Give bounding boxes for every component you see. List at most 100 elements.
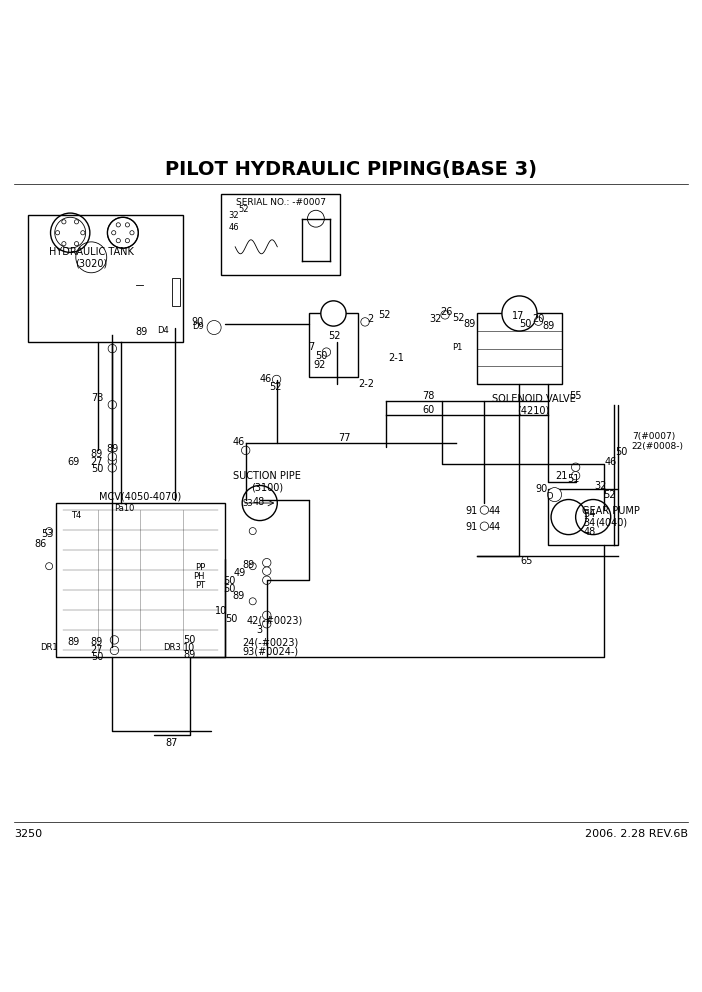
Text: 54: 54 xyxy=(583,509,596,519)
Bar xyxy=(477,313,562,384)
Text: SERIAL NO.: -#0007: SERIAL NO.: -#0007 xyxy=(236,198,326,207)
Text: 89: 89 xyxy=(232,591,245,601)
Text: 90: 90 xyxy=(192,316,204,327)
Text: 91: 91 xyxy=(465,522,477,532)
Text: 3: 3 xyxy=(257,625,263,635)
Text: 90: 90 xyxy=(536,484,548,494)
Circle shape xyxy=(263,611,271,620)
Text: 53: 53 xyxy=(41,529,53,539)
Text: SUCTION PIPE
(3100): SUCTION PIPE (3100) xyxy=(233,471,300,493)
Circle shape xyxy=(263,558,271,566)
Circle shape xyxy=(321,301,346,326)
Text: 21: 21 xyxy=(555,471,568,481)
Text: 52: 52 xyxy=(452,312,465,322)
Text: 7: 7 xyxy=(309,342,314,352)
Text: 3250: 3250 xyxy=(14,829,42,839)
Text: 42(-#0023): 42(-#0023) xyxy=(247,616,303,626)
Circle shape xyxy=(108,401,117,409)
Text: 65: 65 xyxy=(520,556,533,565)
Text: 2-1: 2-1 xyxy=(389,353,404,363)
Circle shape xyxy=(480,506,489,514)
Circle shape xyxy=(480,522,489,531)
Text: 50: 50 xyxy=(225,614,238,624)
Text: 86: 86 xyxy=(34,539,46,549)
Text: 10: 10 xyxy=(215,606,227,616)
Text: D: D xyxy=(545,491,552,501)
Text: 50: 50 xyxy=(615,446,628,456)
Bar xyxy=(221,194,340,275)
Text: 92: 92 xyxy=(313,360,326,370)
Text: D4: D4 xyxy=(157,325,168,335)
Text: 89: 89 xyxy=(91,449,103,459)
Text: 87: 87 xyxy=(166,738,178,748)
Circle shape xyxy=(571,471,580,480)
Text: 89: 89 xyxy=(106,444,119,454)
Text: 17: 17 xyxy=(512,310,524,320)
Text: 91: 91 xyxy=(465,506,477,516)
Text: 89: 89 xyxy=(542,321,555,331)
Text: 46: 46 xyxy=(259,374,272,385)
Text: T4: T4 xyxy=(71,511,81,520)
Text: 50: 50 xyxy=(223,576,236,586)
Text: DR1: DR1 xyxy=(40,643,58,652)
Text: 49: 49 xyxy=(234,568,246,578)
Circle shape xyxy=(108,456,117,465)
Circle shape xyxy=(107,217,138,248)
Circle shape xyxy=(108,463,117,472)
Circle shape xyxy=(76,242,107,273)
Text: 46: 46 xyxy=(228,223,239,232)
Text: 50: 50 xyxy=(91,464,103,474)
Circle shape xyxy=(322,348,331,356)
Text: 27: 27 xyxy=(91,645,103,655)
Text: 50: 50 xyxy=(91,653,103,663)
Text: 2006. 2.28 REV.6B: 2006. 2.28 REV.6B xyxy=(585,829,688,839)
Text: 32: 32 xyxy=(429,314,442,324)
Circle shape xyxy=(263,566,271,575)
Circle shape xyxy=(55,217,86,248)
Text: 26: 26 xyxy=(440,308,453,317)
Bar xyxy=(548,489,618,546)
Text: 69: 69 xyxy=(67,456,79,466)
Text: PILOT HYDRAULIC PIPING(BASE 3): PILOT HYDRAULIC PIPING(BASE 3) xyxy=(165,160,537,180)
Bar xyxy=(56,503,225,658)
Text: 77: 77 xyxy=(338,433,350,442)
Circle shape xyxy=(272,375,281,384)
Text: 52: 52 xyxy=(269,382,282,392)
Text: 93(#0024-): 93(#0024-) xyxy=(242,646,298,656)
Circle shape xyxy=(571,463,580,471)
Circle shape xyxy=(263,576,271,584)
Text: 44: 44 xyxy=(489,522,501,532)
Circle shape xyxy=(207,320,221,334)
Text: 50: 50 xyxy=(223,583,236,593)
Text: P1: P1 xyxy=(453,342,463,352)
Text: 20: 20 xyxy=(532,314,545,324)
Circle shape xyxy=(548,488,562,502)
Text: 89: 89 xyxy=(135,327,147,337)
Text: 60: 60 xyxy=(422,405,435,415)
Text: 10: 10 xyxy=(183,643,196,653)
Text: PH: PH xyxy=(194,572,205,581)
Bar xyxy=(172,279,180,307)
Text: 52: 52 xyxy=(603,490,616,500)
Text: 52: 52 xyxy=(239,205,249,214)
Text: 73: 73 xyxy=(91,393,104,403)
Text: 50: 50 xyxy=(519,319,531,329)
Text: 51: 51 xyxy=(567,474,580,484)
Text: 34: 34 xyxy=(583,518,596,528)
Circle shape xyxy=(263,620,271,628)
Text: 2: 2 xyxy=(368,314,373,324)
Text: Pa10: Pa10 xyxy=(114,504,135,513)
Text: 46: 46 xyxy=(604,456,617,466)
Circle shape xyxy=(534,317,543,325)
Circle shape xyxy=(307,210,324,227)
Text: 50: 50 xyxy=(183,635,196,645)
Text: 52: 52 xyxy=(329,331,341,341)
Text: 89: 89 xyxy=(463,319,476,329)
Circle shape xyxy=(110,636,119,644)
Circle shape xyxy=(241,446,250,454)
Bar xyxy=(28,215,183,341)
Text: 89: 89 xyxy=(183,651,196,661)
Text: 46: 46 xyxy=(232,436,245,447)
Text: MCV(4050-4070): MCV(4050-4070) xyxy=(99,491,182,501)
Circle shape xyxy=(441,310,449,319)
